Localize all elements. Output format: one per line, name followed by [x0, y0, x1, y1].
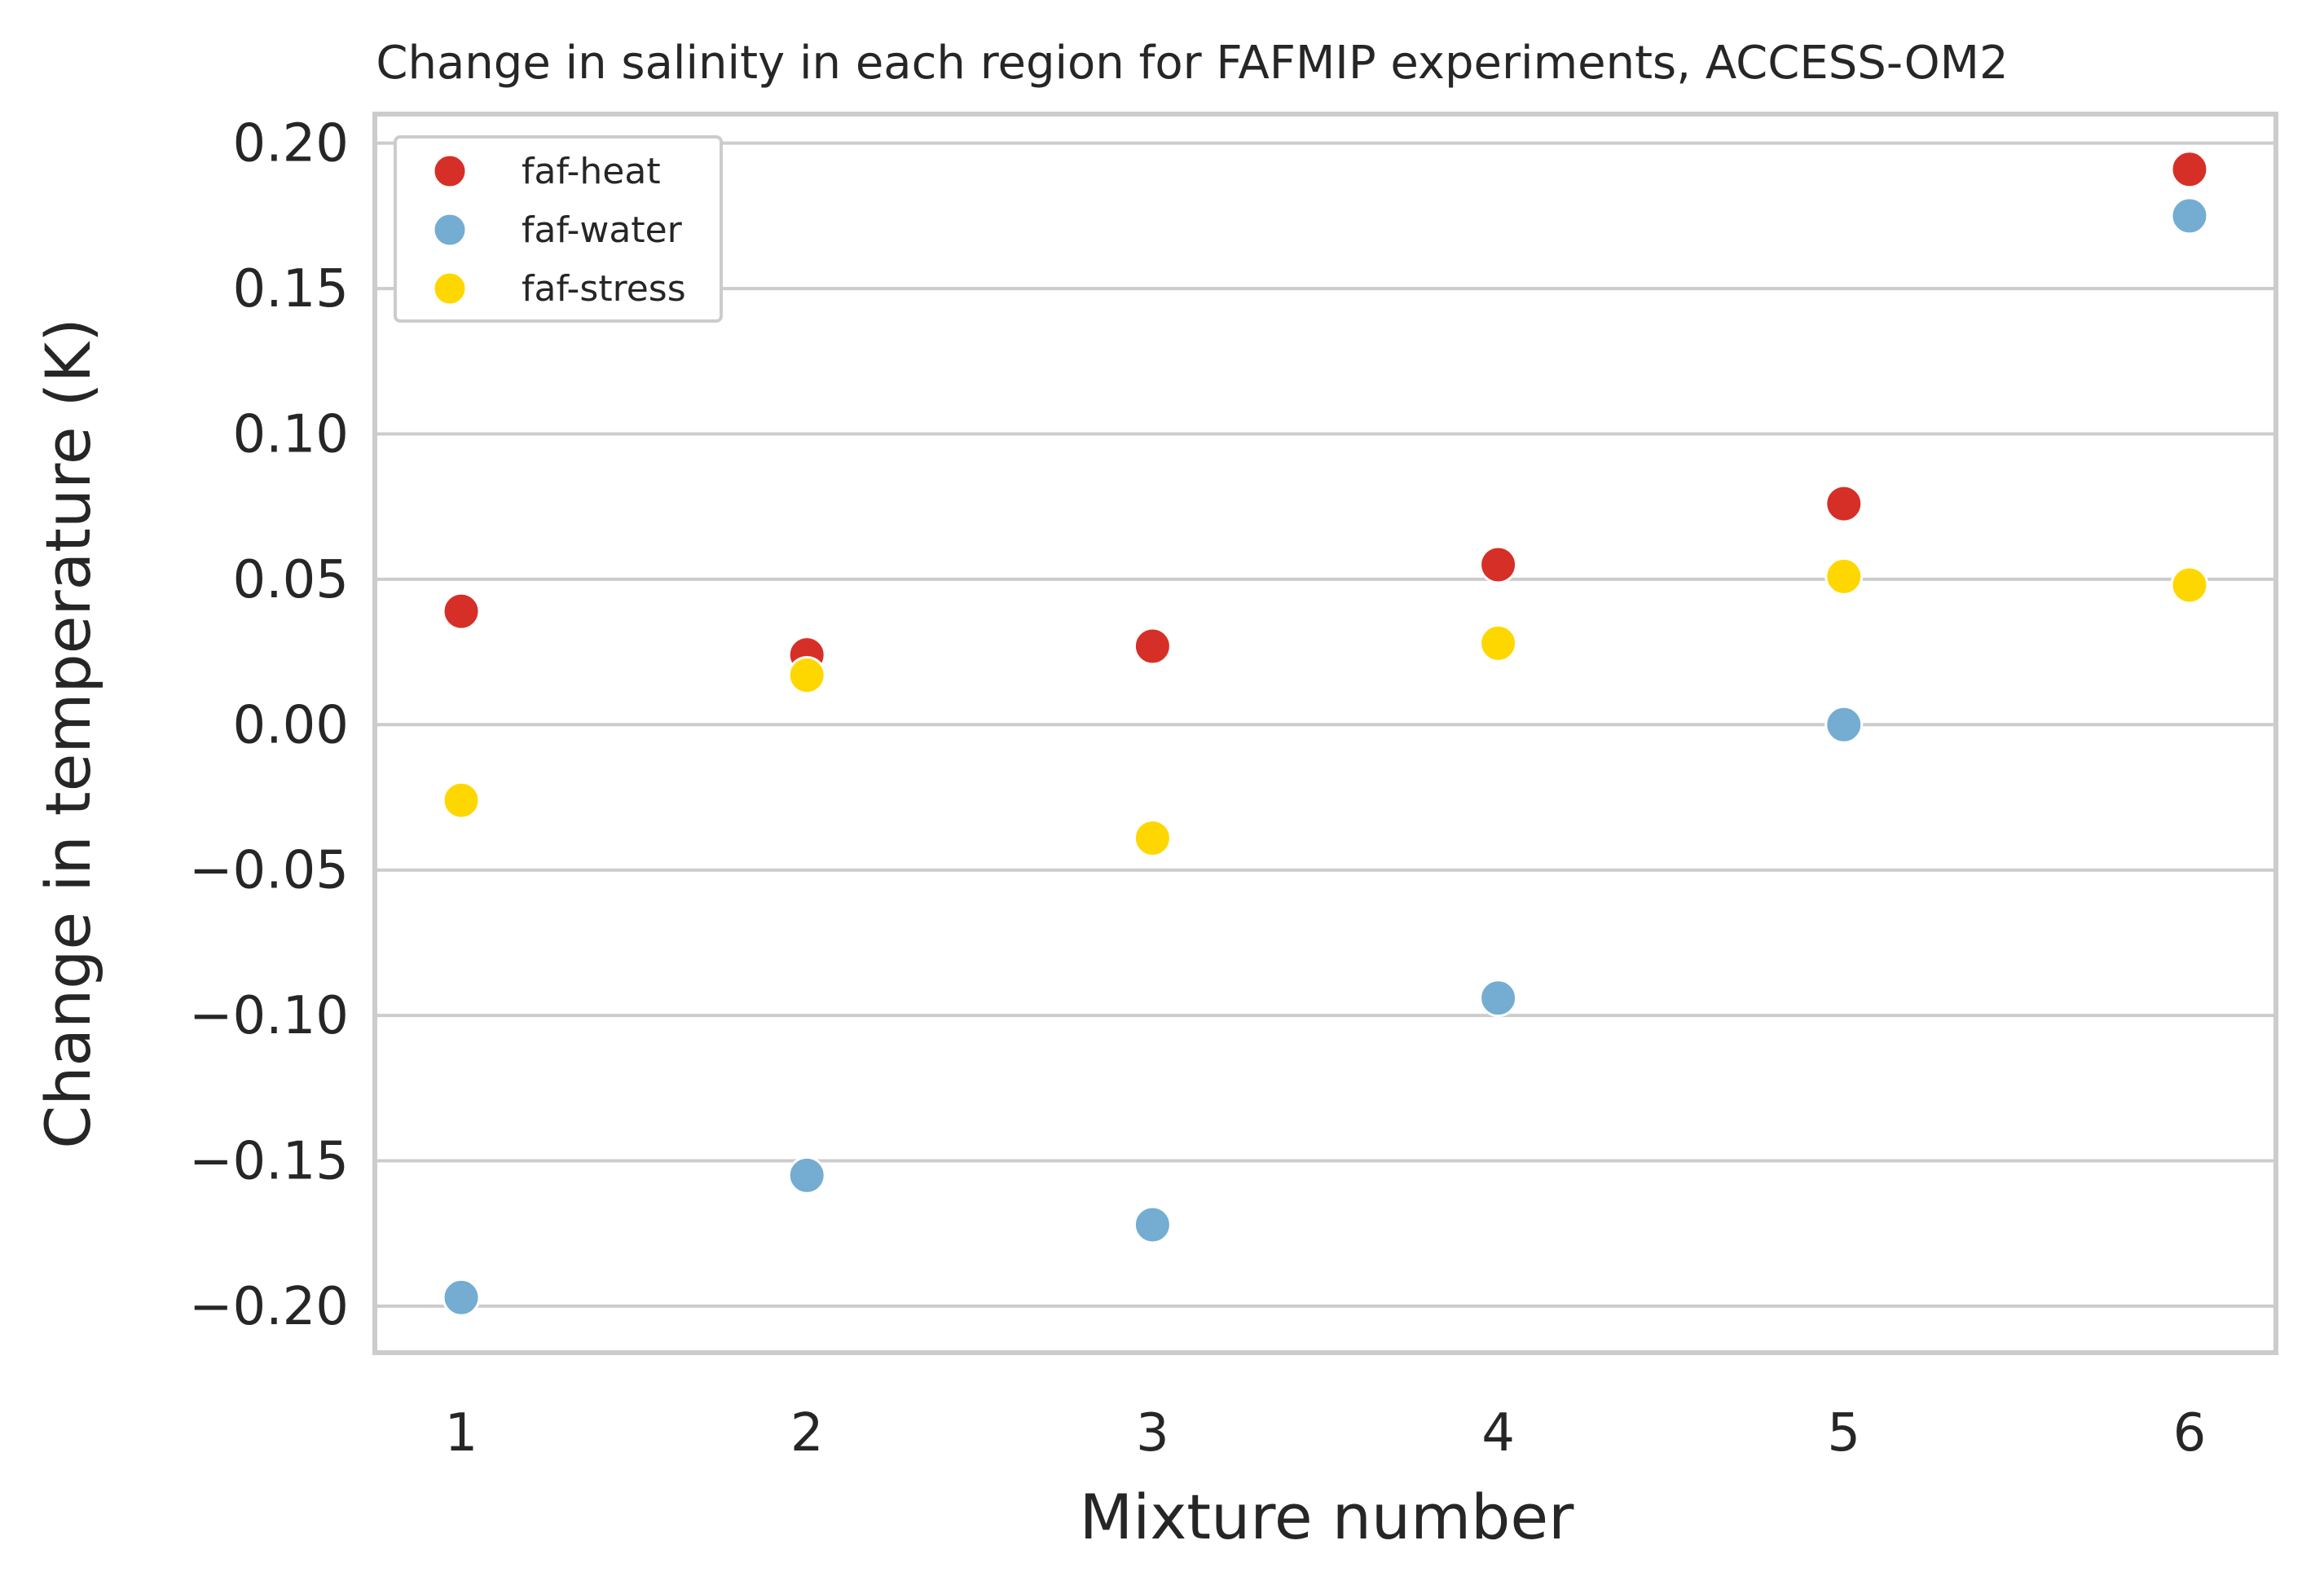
y-tick-label: 0.05 — [233, 550, 350, 610]
data-points — [442, 150, 2209, 1317]
legend-box — [394, 135, 723, 323]
y-tick-label: 0.20 — [233, 114, 350, 174]
chart-title: Change in salinity in each region for FA… — [376, 37, 2008, 90]
plot-frame — [372, 112, 2278, 1355]
data-point — [1824, 484, 1864, 523]
y-tick-label: −0.15 — [189, 1132, 349, 1192]
data-point — [787, 1155, 826, 1195]
x-tick-label: 6 — [2173, 1403, 2207, 1464]
legend-label: faf-heat — [522, 151, 661, 192]
y-tick-label: −0.05 — [189, 841, 349, 901]
data-point — [1479, 623, 1518, 662]
legend-marker — [432, 153, 468, 189]
y-tick-label: −0.10 — [189, 986, 349, 1046]
data-point — [442, 1278, 481, 1317]
legend-marker — [432, 212, 468, 248]
x-axis-ticks: 1 2 3 4 5 6 — [445, 1403, 2207, 1464]
x-tick-label: 1 — [445, 1403, 478, 1464]
data-point — [1133, 818, 1172, 857]
series-faf-water — [442, 196, 2209, 1317]
data-point — [1824, 705, 1864, 744]
x-tick-label: 2 — [790, 1403, 824, 1464]
data-point — [1133, 1205, 1172, 1244]
y-axis-label: Change in temperature (K) — [32, 318, 104, 1149]
series-faf-stress — [442, 557, 2209, 857]
legend-marker — [432, 271, 468, 306]
data-point — [1133, 627, 1172, 666]
data-point — [1824, 557, 1864, 596]
data-point — [2170, 196, 2209, 235]
legend: faf-heat faf-water faf-stress — [394, 135, 723, 323]
x-tick-label: 5 — [1827, 1403, 1860, 1464]
y-tick-label: 0.00 — [233, 695, 350, 755]
data-point — [442, 592, 481, 631]
legend-label: faf-water — [522, 209, 683, 251]
y-tick-label: −0.20 — [189, 1277, 349, 1337]
legend-label: faf-stress — [522, 268, 686, 310]
y-tick-label: 0.15 — [233, 259, 350, 319]
data-point — [442, 781, 481, 820]
y-tick-label: 0.10 — [233, 404, 350, 464]
y-axis-ticks: 0.20 0.15 0.10 0.05 0.00 −0.05 −0.10 −0.15 −0.20 — [189, 114, 349, 1337]
x-axis-label: Mixture number — [1080, 1481, 1574, 1553]
x-tick-label: 3 — [1136, 1403, 1169, 1464]
data-point — [2170, 566, 2209, 605]
data-point — [787, 656, 826, 695]
series-faf-heat — [442, 150, 2209, 675]
data-point — [1479, 979, 1518, 1018]
x-tick-label: 4 — [1481, 1403, 1515, 1464]
data-point — [2170, 150, 2209, 189]
data-point — [1479, 545, 1518, 584]
